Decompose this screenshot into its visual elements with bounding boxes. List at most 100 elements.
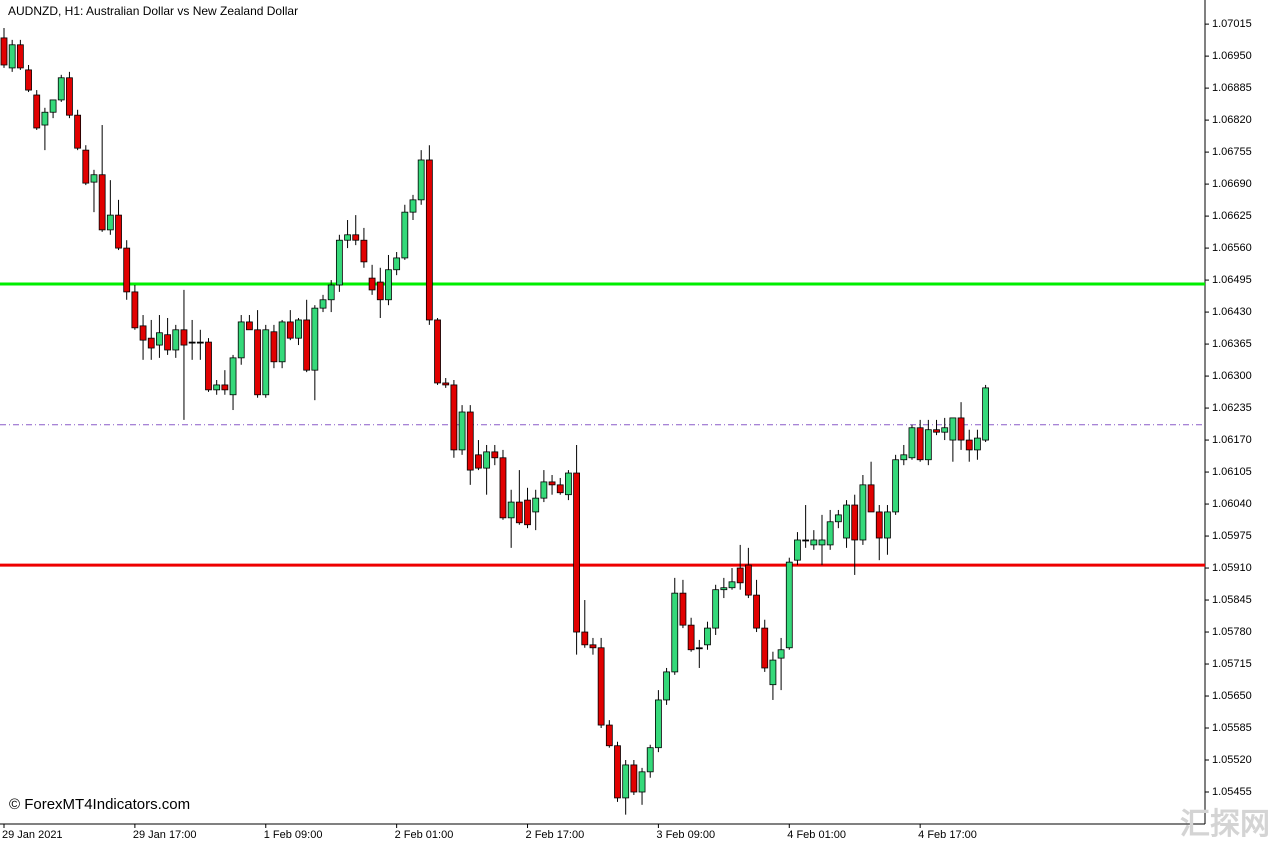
candle-body <box>434 319 441 384</box>
candle-body <box>875 511 883 539</box>
candle-body <box>924 429 932 461</box>
candle-body <box>532 497 540 513</box>
y-tick-label: 1.07015 <box>1212 18 1252 30</box>
candle-body <box>965 439 973 451</box>
watermark: © ForexMT4Indicators.com <box>9 796 190 813</box>
candle-body <box>565 472 572 496</box>
candle-body <box>237 321 245 359</box>
x-tick-label: 1 Feb 09:00 <box>264 829 323 841</box>
candle-body <box>458 411 466 451</box>
candle-body <box>671 592 679 673</box>
candle-body <box>679 592 687 626</box>
candle-body <box>90 174 98 183</box>
x-tick-label: 2 Feb 01:00 <box>395 829 454 841</box>
candle-body <box>450 384 458 451</box>
candle-body <box>8 44 16 69</box>
candle-body <box>589 644 597 649</box>
candle-body <box>499 457 507 519</box>
x-tick-label: 4 Feb 17:00 <box>918 829 977 841</box>
y-tick-label: 1.05650 <box>1212 690 1252 702</box>
candle-body <box>655 699 662 749</box>
y-tick-label: 1.06365 <box>1212 338 1252 350</box>
candle-body <box>777 649 785 659</box>
candle-body <box>352 234 360 241</box>
candle-body <box>188 341 196 344</box>
y-tick-label: 1.06950 <box>1212 50 1252 62</box>
candle-body <box>425 159 433 321</box>
candle-body <box>311 307 319 371</box>
candle-body <box>933 429 940 433</box>
candle-body <box>393 257 401 271</box>
candle-body <box>123 247 131 293</box>
candle-body <box>33 94 41 129</box>
candle-body <box>335 239 343 286</box>
candle-body <box>785 561 793 649</box>
candle-body <box>597 647 605 726</box>
candle-body <box>196 341 204 344</box>
candle-body <box>761 627 769 669</box>
candle-body <box>385 269 392 301</box>
candle-body <box>131 291 139 329</box>
x-tick-label: 3 Feb 09:00 <box>656 829 715 841</box>
candle-body <box>254 329 261 396</box>
candle-body <box>401 211 409 259</box>
x-tick-label: 2 Feb 17:00 <box>526 829 585 841</box>
y-tick-label: 1.06625 <box>1212 210 1252 222</box>
candle-body <box>360 239 368 263</box>
candle-body <box>900 454 908 461</box>
candle-body <box>98 174 106 231</box>
candle-body <box>409 199 417 213</box>
candle-body <box>630 764 638 793</box>
candle-body <box>548 481 556 486</box>
candle-body <box>540 481 548 499</box>
y-tick-label: 1.06690 <box>1212 178 1252 190</box>
candle-body <box>74 114 82 149</box>
candle-body <box>16 44 24 69</box>
candle-body <box>982 387 989 441</box>
candle-body <box>687 624 695 651</box>
candle-body <box>417 159 425 201</box>
candle-body <box>376 281 384 301</box>
candle-body <box>818 539 826 546</box>
candle-body <box>295 319 302 339</box>
candle-body <box>221 384 229 391</box>
candle-body <box>270 331 278 363</box>
y-tick-label: 1.05520 <box>1212 754 1252 766</box>
y-tick-label: 1.06040 <box>1212 498 1252 510</box>
y-tick-label: 1.05780 <box>1212 626 1252 638</box>
x-tick-label: 4 Feb 01:00 <box>787 829 846 841</box>
y-tick-label: 1.06105 <box>1212 466 1252 478</box>
candle-body <box>368 277 376 291</box>
candle-body <box>573 472 580 633</box>
candle-body <box>213 384 221 391</box>
candle-body <box>638 771 646 793</box>
candle-body <box>245 321 253 331</box>
candle-body <box>859 484 867 541</box>
candle-body <box>49 99 57 113</box>
candle-body <box>82 149 90 184</box>
candle-body <box>164 334 172 351</box>
candle-body <box>507 501 515 519</box>
candle-body <box>25 69 32 91</box>
y-tick-label: 1.06755 <box>1212 146 1252 158</box>
candle-body <box>769 659 777 686</box>
candle-body <box>834 514 842 523</box>
candle-body <box>916 427 924 461</box>
x-tick-label: 29 Jan 2021 <box>2 829 63 841</box>
candle-body <box>810 539 818 546</box>
candle-body <box>286 321 294 339</box>
candle-body <box>908 427 916 459</box>
candle-body <box>229 357 237 396</box>
y-tick-label: 1.05715 <box>1212 658 1252 670</box>
candle-body <box>605 724 613 747</box>
candle-body <box>941 427 949 433</box>
y-tick-label: 1.05585 <box>1212 722 1252 734</box>
candle-body <box>106 214 114 231</box>
candle-body <box>319 299 327 309</box>
y-tick-label: 1.05455 <box>1212 786 1252 798</box>
y-tick-label: 1.06560 <box>1212 242 1252 254</box>
candle-body <box>974 437 981 451</box>
candle-body <box>614 745 621 799</box>
